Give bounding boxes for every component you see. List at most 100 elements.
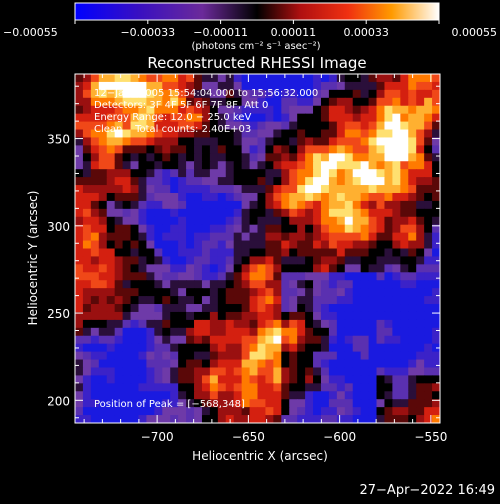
- heatmap-cell: [328, 367, 338, 377]
- heatmap-cell: [162, 272, 171, 281]
- heatmap-cell: [249, 224, 259, 234]
- heatmap-cell: [265, 280, 274, 289]
- heatmap-cell: [194, 129, 203, 139]
- heatmap-cell: [400, 367, 409, 377]
- heatmap-cell: [162, 208, 171, 218]
- heatmap-cell: [305, 256, 314, 265]
- heatmap-cell: [313, 232, 322, 242]
- heatmap-cell: [249, 327, 259, 337]
- heatmap-cell: [90, 177, 100, 186]
- heatmap-cell: [408, 272, 417, 281]
- heatmap-cell: [90, 208, 100, 218]
- heatmap-cell: [281, 208, 290, 218]
- heatmap-cell: [170, 264, 179, 273]
- heatmap-cell: [273, 343, 282, 353]
- heatmap-cell: [400, 169, 409, 178]
- heatmap-cell: [289, 407, 298, 416]
- heatmap-cell: [281, 359, 290, 369]
- heatmap-cell: [344, 375, 354, 384]
- heatmap-cell: [201, 177, 211, 186]
- heatmap-cell: [82, 153, 92, 162]
- heatmap-cell: [416, 129, 425, 139]
- heatmap-cell: [146, 169, 155, 178]
- heatmap-cell: [360, 375, 370, 384]
- heatmap-cell: [368, 280, 378, 289]
- heatmap-cell: [313, 121, 322, 131]
- heatmap-cell: [225, 248, 235, 258]
- heatmap-cell: [114, 224, 124, 234]
- heatmap-cell: [138, 177, 148, 186]
- heatmap-cell: [432, 200, 440, 210]
- heatmap-cell: [289, 224, 298, 234]
- heatmap-cell: [384, 280, 393, 289]
- heatmap-cell: [257, 105, 267, 115]
- heatmap-cell: [368, 319, 378, 329]
- heatmap-cell: [400, 359, 409, 369]
- heatmap-cell: [344, 169, 354, 178]
- heatmap-cell: [305, 81, 314, 91]
- heatmap-cell: [154, 327, 163, 337]
- heatmap-cell: [313, 248, 322, 258]
- heatmap-cell: [146, 264, 155, 273]
- heatmap-cell: [217, 335, 227, 345]
- heatmap-cell: [344, 359, 354, 369]
- heatmap-cell: [305, 145, 314, 154]
- heatmap-cell: [368, 407, 378, 416]
- heatmap-cell: [225, 232, 235, 242]
- heatmap-cell: [154, 280, 163, 289]
- heatmap-cell: [225, 383, 235, 392]
- heatmap-cell: [320, 311, 330, 321]
- heatmap-cell: [352, 161, 362, 170]
- heatmap-cell: [249, 97, 259, 107]
- heatmap-cell: [186, 327, 195, 337]
- heatmap-cell: [178, 375, 187, 384]
- heatmap-cell: [233, 375, 243, 384]
- heatmap-cell: [376, 121, 386, 131]
- heatmap-cell: [376, 240, 386, 250]
- heatmap-cell: [75, 169, 84, 178]
- heatmap-cell: [265, 105, 274, 115]
- heatmap-cell: [241, 121, 251, 131]
- heatmap-cell: [320, 185, 330, 194]
- heatmap-cell: [265, 232, 274, 242]
- heatmap-cell: [344, 288, 354, 297]
- heatmap-cell: [320, 272, 330, 281]
- heatmap-cell: [408, 208, 417, 218]
- heatmap-cell: [265, 327, 274, 337]
- heatmap-cell: [138, 240, 148, 250]
- heatmap-cell: [170, 296, 179, 305]
- heatmap-cell: [186, 391, 195, 400]
- heatmap-cell: [336, 415, 346, 423]
- heatmap-cell: [384, 129, 393, 139]
- heatmap-cell: [122, 121, 132, 131]
- heatmap-cell: [186, 296, 195, 305]
- heatmap-cell: [384, 113, 393, 123]
- heatmap-cell: [154, 288, 163, 297]
- heatmap-cell: [233, 105, 243, 115]
- heatmap-cell: [162, 311, 171, 321]
- heatmap-cell: [408, 216, 417, 226]
- heatmap-cell: [154, 351, 163, 361]
- heatmap-cell: [98, 407, 108, 416]
- heatmap-cell: [273, 81, 282, 91]
- heatmap-cell: [408, 391, 417, 400]
- heatmap-cell: [368, 232, 378, 242]
- heatmap-cell: [384, 208, 393, 218]
- heatmap-cell: [201, 113, 211, 123]
- heatmap-cell: [376, 105, 386, 115]
- heatmap-cell: [297, 169, 306, 178]
- heatmap-cell: [344, 335, 354, 345]
- x-axis: −700 −650 −600 −550: [83, 74, 447, 444]
- heatmap-cell: [408, 343, 417, 353]
- heatmap-cell: [328, 74, 338, 83]
- heatmap-cell: [98, 240, 108, 250]
- heatmap-cell: [154, 391, 163, 400]
- heatmap-cell: [241, 169, 251, 178]
- heatmap-cell: [281, 256, 290, 265]
- heatmap-cell: [416, 105, 425, 115]
- heatmap-cell: [170, 319, 179, 329]
- heatmap-cell: [257, 113, 267, 123]
- heatmap-cell: [265, 224, 274, 234]
- heatmap-cell: [178, 383, 187, 392]
- heatmap-cell: [106, 407, 116, 416]
